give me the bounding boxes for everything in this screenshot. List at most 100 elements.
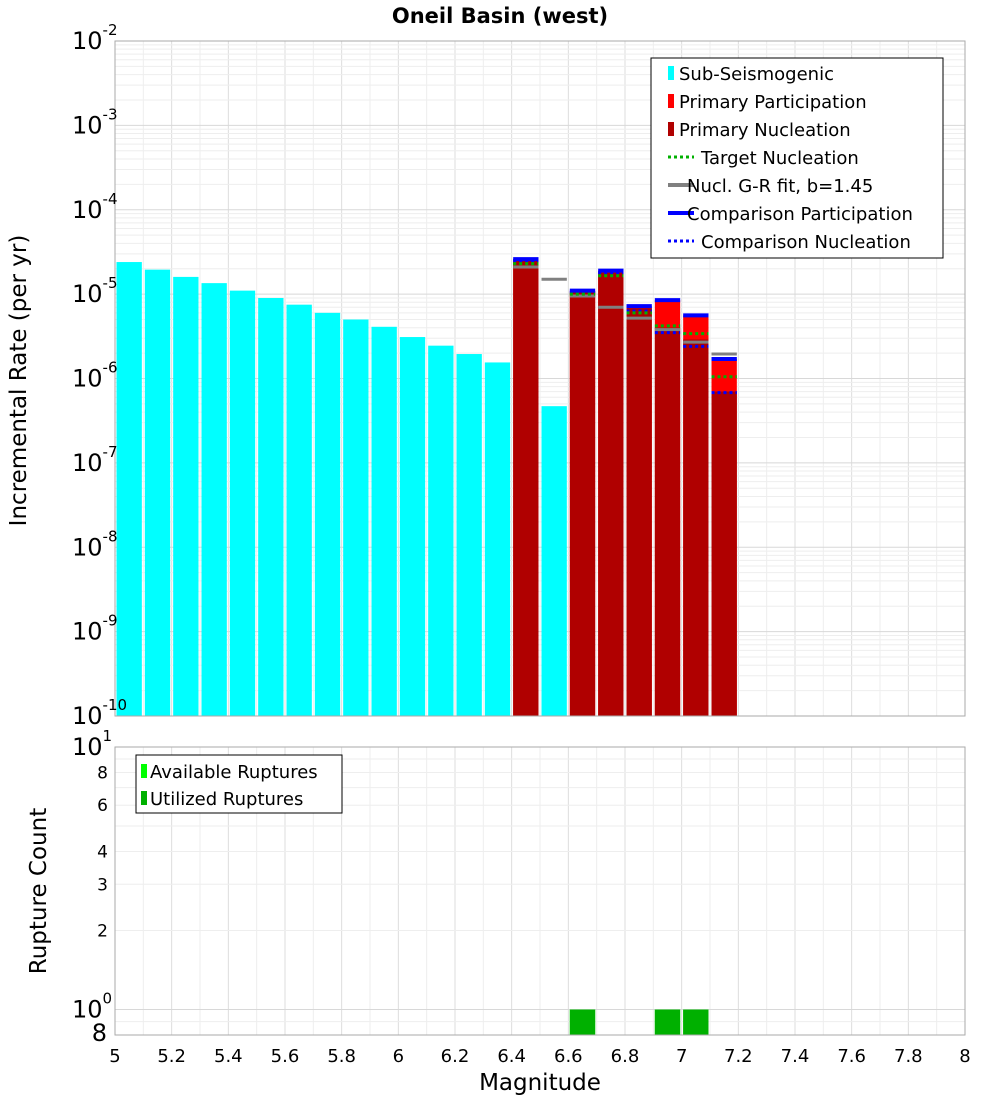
primary-nucleation-bar	[711, 391, 737, 716]
tick-exponent: 1	[103, 727, 113, 745]
magnitude-x-tick-label: 7.6	[837, 1046, 866, 1067]
tick-base: 10	[72, 996, 103, 1024]
tick-base: 10	[72, 733, 103, 761]
rupture-y-minor-tick-label: 2	[97, 922, 108, 942]
sub-seismogenic-bar	[173, 276, 199, 716]
primary-nucleation-bar	[513, 260, 539, 716]
tick-exponent: -9	[103, 612, 118, 630]
rate-legend-item: Comparison Nucleation	[668, 232, 911, 253]
sub-seismogenic-bar	[428, 345, 454, 716]
utilized-ruptures-bar	[683, 1009, 709, 1035]
rupture-legend: Available Ruptures Utilized Ruptures	[135, 754, 343, 814]
rate-legend-item: Comparison Participation	[668, 204, 913, 225]
rate-y-tick-label: 10-8	[72, 527, 118, 561]
tick-exponent: -6	[103, 359, 118, 377]
rate-y-axis-label: Incremental Rate (per yr)	[6, 235, 32, 527]
rupture-legend-item: Available Ruptures	[141, 762, 318, 783]
rate-legend-label: Nucl. G-R fit, b=1.45	[687, 176, 873, 197]
rupture-y-minor-tick-label: 4	[97, 842, 108, 862]
sub-seismogenic-bar	[541, 406, 567, 716]
rupture-plot-frame	[114, 746, 966, 1036]
rate-plot-bars	[116, 259, 737, 716]
rupture-y-axis-label: Rupture Count	[26, 808, 52, 974]
magnitude-x-tick-label: 7.8	[894, 1046, 923, 1067]
rate-legend-label: Sub-Seismogenic	[679, 64, 834, 85]
rate-y-ticks: 10-210-310-410-510-610-710-810-910-10	[72, 21, 127, 730]
magnitude-x-axis-label: Magnitude	[479, 1070, 601, 1096]
magnitude-x-tick-label: 5.8	[327, 1046, 356, 1067]
magnitude-x-tick-label: 6.4	[497, 1046, 526, 1067]
tick-base: 10	[72, 533, 103, 561]
legend-swatch	[668, 66, 674, 80]
rate-legend-item: Primary Nucleation	[668, 120, 851, 141]
rupture-legend-label: Utilized Ruptures	[150, 789, 303, 810]
sub-seismogenic-bar	[343, 319, 369, 716]
rate-legend-item: Primary Participation	[668, 92, 867, 113]
rate-legend-label: Target Nucleation	[700, 148, 859, 169]
rate-legend-label: Primary Nucleation	[679, 120, 851, 141]
rate-y-tick-label: 10-2	[72, 21, 118, 55]
tick-exponent: -10	[103, 696, 128, 714]
tick-exponent: -7	[103, 443, 118, 461]
rupture-y-minor-tick-label: 6	[97, 796, 108, 816]
sub-seismogenic-bar	[201, 283, 227, 716]
sub-seismogenic-bar	[484, 362, 511, 716]
rate-plot-frame	[114, 40, 966, 717]
magnitude-x-tick-label: 7.2	[724, 1046, 753, 1067]
rate-legend-label: Comparison Participation	[687, 204, 913, 225]
sub-seismogenic-bar	[371, 326, 397, 716]
utilized-ruptures-bar	[654, 1009, 681, 1035]
magnitude-x-tick-label: 7.4	[781, 1046, 810, 1067]
primary-nucleation-bar	[626, 308, 652, 716]
magnitude-x-tick-label: 6.2	[441, 1046, 470, 1067]
magnitude-x-tick-label: 5.6	[271, 1046, 300, 1067]
rupture-plot-bars	[569, 1009, 709, 1035]
tick-exponent: -8	[103, 527, 118, 545]
magnitude-x-tick-label: 6	[393, 1046, 404, 1067]
rupture-y-minor-tick-label: 8	[97, 763, 108, 783]
rupture-y-minor-tick-label: 8	[92, 1019, 107, 1047]
rate-plot: 10-210-310-410-510-610-710-810-910-10 In…	[6, 21, 966, 730]
legend-swatch	[668, 94, 674, 108]
rate-y-tick-label: 10-5	[72, 274, 118, 308]
utilized-ruptures-bar	[569, 1009, 596, 1035]
primary-nucleation-bar	[683, 339, 709, 716]
sub-seismogenic-bar	[229, 290, 256, 716]
magnitude-x-tick-label: 6.8	[611, 1046, 640, 1067]
sub-seismogenic-bar	[399, 337, 426, 716]
tick-base: 10	[72, 365, 103, 393]
sub-seismogenic-bar	[144, 269, 171, 716]
legend-swatch	[668, 122, 674, 136]
rate-legend-item: Sub-Seismogenic	[668, 64, 834, 85]
sub-seismogenic-bar	[286, 304, 312, 716]
rate-legend-label: Comparison Nucleation	[701, 232, 911, 253]
tick-exponent: -3	[103, 105, 118, 123]
rate-legend-box	[650, 57, 944, 259]
tick-base: 10	[72, 280, 103, 308]
rupture-y-minor-tick-label: 3	[97, 875, 108, 895]
tick-base: 10	[72, 27, 103, 55]
primary-nucleation-bar	[654, 327, 681, 716]
rate-legend: Sub-Seismogenic Primary Participation Prim…	[650, 57, 944, 259]
rate-y-tick-label: 10-10	[72, 696, 127, 730]
magnitude-x-tick-label: 5	[109, 1046, 120, 1067]
tick-base: 10	[72, 196, 103, 224]
sub-seismogenic-bar	[258, 297, 284, 716]
tick-base: 10	[72, 618, 103, 646]
magnitude-x-tick-label: 6.6	[554, 1046, 583, 1067]
rate-y-tick-label: 10-9	[72, 612, 118, 646]
rupture-y-tick-label: 100	[72, 990, 112, 1024]
magnitude-x-tick-label: 8	[959, 1046, 970, 1067]
rate-y-tick-label: 10-4	[72, 190, 118, 224]
rupture-legend-label: Available Ruptures	[150, 762, 318, 783]
tick-exponent: -5	[103, 274, 118, 292]
rate-legend-item: Target Nucleation	[668, 148, 859, 169]
rate-y-tick-label: 10-7	[72, 443, 118, 477]
rupture-y-tick-label: 101	[72, 727, 112, 761]
sub-seismogenic-bar	[456, 354, 482, 716]
tick-base: 10	[72, 449, 103, 477]
sub-seismogenic-bar	[116, 262, 142, 716]
rupture-legend-box	[135, 754, 343, 814]
